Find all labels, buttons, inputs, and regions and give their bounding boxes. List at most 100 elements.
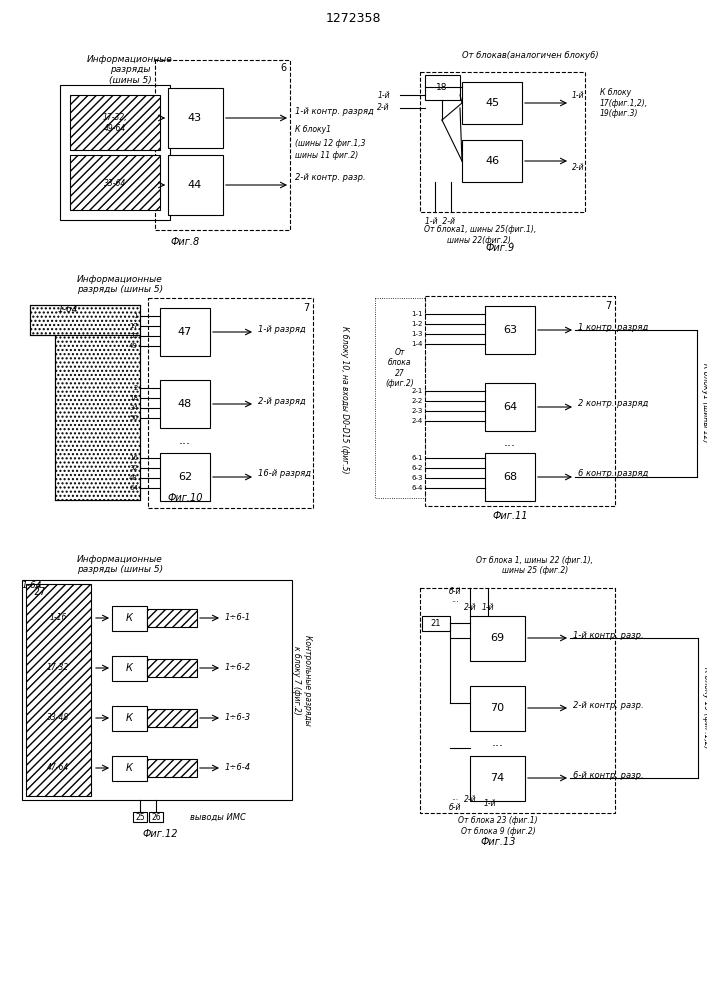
Text: 47: 47 [178,327,192,337]
Text: 6-3: 6-3 [411,475,423,481]
Bar [30,305,140,335]
Text: 46: 46 [485,156,499,166]
Text: 6-2: 6-2 [411,465,423,471]
Bar [155,60,290,230]
Text: 62: 62 [178,472,192,482]
Text: К: К [126,613,132,623]
Text: 1-й контр. разряд: 1-й контр. разряд [295,107,374,116]
Text: Информационные
разряды (шины 5): Информационные разряды (шины 5) [77,275,163,294]
Text: шины 11 фиг.2): шины 11 фиг.2) [295,150,358,159]
Bar [485,383,535,431]
Text: От
блока
27
(фиг.2): От блока 27 (фиг.2) [385,348,414,388]
Bar [470,616,525,661]
Text: 16: 16 [129,455,138,461]
Text: ...: ... [492,736,504,750]
Text: К: К [126,763,132,773]
Text: 2-1: 2-1 [411,388,423,394]
Text: Фиг.10: Фиг.10 [168,493,203,503]
Bar [26,584,91,796]
Bar [133,812,147,822]
Text: От блока1, шины 25(фиг.1),
шины 22(фиг.2).: От блока1, шины 25(фиг.1), шины 22(фиг.2… [424,225,536,245]
Text: 18: 18 [129,395,138,401]
Text: 1÷6-1: 1÷6-1 [225,613,251,622]
Text: 33: 33 [129,333,138,339]
Text: От блокав(аналогичен блоку6): От блокав(аналогичен блоку6) [462,50,598,60]
Text: 1-4: 1-4 [411,341,423,347]
Bar [168,155,223,215]
Text: 49: 49 [129,343,138,349]
Bar [422,616,450,631]
Text: От блока 1, шины 22 (фиг.1),
шины 25 (фиг.2): От блока 1, шины 22 (фиг.1), шины 25 (фи… [477,556,593,575]
Text: 32: 32 [129,465,138,471]
Text: 7: 7 [303,303,309,313]
Text: 47-64: 47-64 [47,764,69,772]
Bar [147,659,197,677]
Bar [470,686,525,731]
Text: 2-й контр. разр.: 2-й контр. разр. [295,174,366,182]
Text: 48: 48 [178,399,192,409]
Text: 1-й контр. разр.: 1-й контр. разр. [573,631,643,640]
Text: 1-й разряд: 1-й разряд [258,324,305,334]
Bar [425,75,460,100]
Text: 2-й разряд: 2-й разряд [258,396,305,406]
Text: 2-й: 2-й [572,163,585,172]
Text: 2-4: 2-4 [411,418,423,424]
Text: 48: 48 [129,475,138,481]
Text: 21: 21 [431,618,441,628]
Text: К блоку1: К блоку1 [295,125,331,134]
Text: 6: 6 [280,63,286,73]
Text: 70: 70 [490,703,504,713]
Text: 18: 18 [436,83,448,92]
Text: 2 контр. разряд: 2 контр. разряд [578,399,648,408]
Text: 1-64: 1-64 [22,580,42,589]
Text: б-й: б-й [449,804,461,812]
Bar [148,298,313,508]
Text: 7: 7 [605,301,611,311]
Bar [485,453,535,501]
Text: 6-4: 6-4 [411,485,423,491]
Bar [147,759,197,777]
Text: 1272358: 1272358 [325,11,381,24]
Text: 2-й контр. разр.: 2-й контр. разр. [573,700,643,710]
Text: 6-1: 6-1 [411,455,423,461]
Text: К блоку1 (шины 12): К блоку1 (шины 12) [701,363,707,443]
Text: К: К [126,713,132,723]
Text: 17-32: 17-32 [47,664,69,672]
Bar [112,606,147,631]
Text: 17: 17 [129,323,138,329]
Bar [375,298,425,498]
Text: 33-48: 33-48 [47,714,69,722]
Text: 45: 45 [485,98,499,108]
Text: 2-й: 2-й [464,603,477,612]
Text: Фиг.8: Фиг.8 [170,237,199,247]
Text: 1÷6-2: 1÷6-2 [225,664,251,672]
Text: 43: 43 [188,113,202,123]
Text: 74: 74 [490,773,504,783]
Text: Информационные
разряды (шины 5): Информационные разряды (шины 5) [77,555,163,574]
Bar [60,85,170,220]
Text: выводы ИМС: выводы ИМС [190,812,246,822]
Text: 1-й: 1-й [481,603,494,612]
Bar [462,82,522,124]
Bar [112,706,147,731]
Text: 1-3: 1-3 [411,331,423,337]
Text: 1-1: 1-1 [411,311,423,317]
Text: 64: 64 [503,402,517,412]
Text: 27: 27 [34,587,46,597]
Text: 33-64: 33-64 [104,178,126,188]
Bar [420,588,615,813]
Bar [470,756,525,801]
Text: К: К [126,663,132,673]
Bar [425,296,615,506]
Text: К блоку 10, на входы D0-D15 (фиг.5): К блоку 10, на входы D0-D15 (фиг.5) [341,326,349,474]
Text: Информационные
разряды
(шины 5): Информационные разряды (шины 5) [87,55,173,85]
Text: 1-16: 1-16 [49,613,66,622]
Text: 34: 34 [129,405,138,411]
Text: 16-й разряд: 16-й разряд [258,470,311,479]
Text: Фиг.9: Фиг.9 [486,243,515,253]
Bar [420,72,585,212]
Text: 1÷6-3: 1÷6-3 [225,714,251,722]
Text: Фиг.11: Фиг.11 [492,511,527,521]
Bar [462,140,522,182]
Text: 2-й: 2-й [378,104,390,112]
